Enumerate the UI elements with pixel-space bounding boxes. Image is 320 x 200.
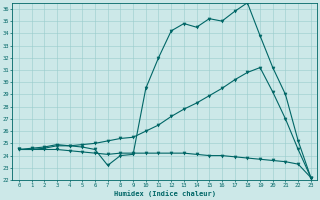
X-axis label: Humidex (Indice chaleur): Humidex (Indice chaleur) (114, 190, 216, 197)
